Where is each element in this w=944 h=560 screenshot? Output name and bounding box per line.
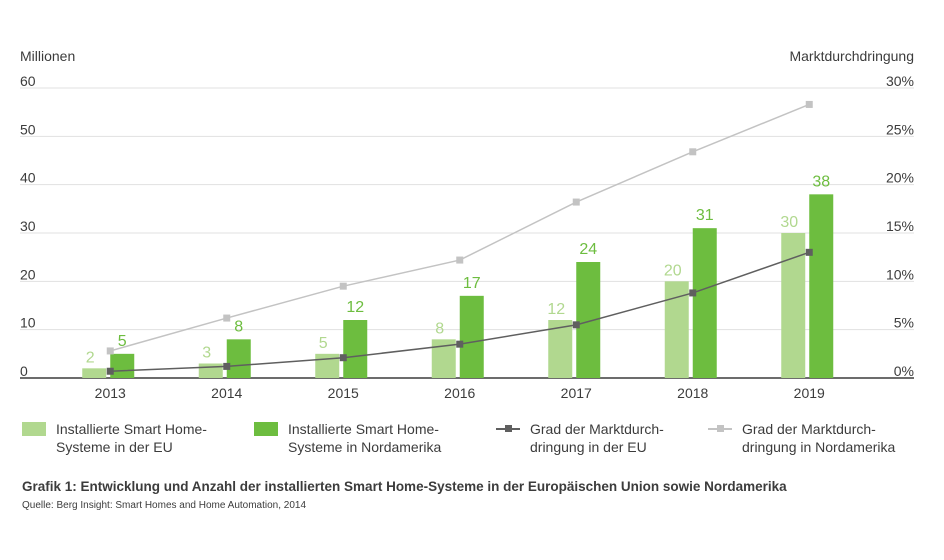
bar-na [226, 339, 251, 378]
point-eu-penetration [456, 340, 464, 348]
legend-label-na-systems: Installierte Smart Home- Systeme in Nord… [288, 421, 442, 455]
x-tick-label: 2016 [444, 385, 475, 401]
y-tick-label-right: 20% [886, 170, 914, 186]
bar-na [692, 228, 717, 378]
legend-item-na-penetration: Grad der Marktdurch- dringung in Nordame… [708, 420, 895, 456]
y-tick-label-left: 40 [20, 170, 36, 186]
data-label-na: 31 [696, 207, 714, 224]
x-tick-label: 2013 [95, 385, 126, 401]
data-label-eu: 8 [435, 320, 444, 337]
data-label-na: 24 [579, 241, 597, 258]
bar-eu [198, 363, 223, 378]
bar-eu [664, 281, 689, 378]
y-tick-label-left: 10 [20, 315, 36, 331]
bar-eu [548, 320, 573, 378]
point-na-penetration [805, 100, 813, 108]
point-eu-penetration [106, 367, 114, 375]
legend-label-eu-penetration: Grad der Marktdurch- dringung in der EU [530, 421, 664, 455]
data-label-na: 5 [118, 333, 127, 350]
legend-marker-na-penetration [708, 422, 732, 436]
labels: 0 0% 10 5% 20 10% 30 15% 40 20% 50 25% 60 30% 2013 2 5 20… [20, 73, 914, 401]
bar-na [110, 353, 135, 378]
y-tick-label-right: 25% [886, 121, 914, 137]
legend-item-eu-penetration: Grad der Marktdurch- dringung in der EU [496, 420, 664, 456]
point-na-penetration [339, 282, 347, 290]
legend: Installierte Smart Home- Systeme in der … [22, 420, 922, 460]
legend-swatch-eu-systems [22, 422, 46, 436]
bars [82, 194, 834, 378]
x-tick-label: 2018 [677, 385, 708, 401]
y-tick-label-left: 30 [20, 218, 36, 234]
data-label-eu: 2 [86, 349, 95, 366]
y-tick-label-left: 50 [20, 121, 36, 137]
bar-na [809, 194, 834, 378]
bar-na [459, 295, 484, 378]
x-tick-label: 2014 [211, 385, 242, 401]
x-tick-label: 2015 [328, 385, 359, 401]
point-eu-penetration [689, 289, 697, 297]
point-na-penetration [689, 148, 697, 156]
lines [106, 100, 813, 375]
data-label-eu: 5 [319, 335, 328, 352]
y-tick-label-left: 0 [20, 363, 28, 379]
bar-eu [82, 368, 107, 378]
y-tick-label-right: 5% [894, 315, 914, 331]
chart-source: Quelle: Berg Insight: Smart Homes and Ho… [22, 500, 307, 511]
y-axis-label-right: Marktdurchdringung [789, 48, 914, 64]
legend-label-na-penetration: Grad der Marktdurch- dringung in Nordame… [742, 421, 896, 455]
bar-na [343, 320, 368, 378]
point-na-penetration [572, 198, 580, 206]
y-axis-label-left: Millionen [20, 48, 75, 64]
grid-lines [20, 87, 914, 379]
bar-eu [315, 353, 340, 378]
data-label-eu: 20 [664, 262, 682, 279]
data-label-eu: 30 [780, 214, 798, 231]
x-tick-label: 2017 [561, 385, 592, 401]
legend-label-eu-systems: Installierte Smart Home- Systeme in der … [56, 421, 207, 455]
legend-marker-eu-penetration [496, 422, 520, 436]
data-label-na: 12 [346, 299, 364, 316]
y-tick-label-right: 10% [886, 266, 914, 282]
y-tick-label-left: 60 [20, 73, 36, 89]
legend-item-eu-systems: Installierte Smart Home- Systeme in der … [22, 420, 207, 456]
point-na-penetration [456, 256, 464, 264]
point-na-penetration [223, 314, 231, 322]
point-eu-penetration [572, 321, 580, 329]
chart: 0 0% 10 5% 20 10% 30 15% 40 20% 50 25% 60 30% 2013 2 5 20… [20, 48, 914, 401]
data-label-eu: 3 [202, 345, 211, 362]
y-tick-label-right: 15% [886, 218, 914, 234]
chart-caption: Grafik 1: Entwicklung und Anzahl der ins… [22, 479, 787, 494]
data-label-na: 38 [812, 173, 830, 190]
data-label-na: 17 [463, 275, 481, 292]
legend-swatch-na-systems [254, 422, 278, 436]
point-na-penetration [106, 347, 114, 355]
legend-item-na-systems: Installierte Smart Home- Systeme in Nord… [254, 420, 441, 456]
data-label-eu: 12 [547, 301, 565, 318]
point-eu-penetration [805, 248, 813, 256]
y-tick-label-right: 0% [894, 363, 914, 379]
y-tick-label-left: 20 [20, 266, 36, 282]
y-tick-label-right: 30% [886, 73, 914, 89]
x-tick-label: 2019 [794, 385, 825, 401]
point-eu-penetration [223, 362, 231, 370]
point-eu-penetration [339, 354, 347, 362]
data-label-na: 8 [234, 318, 243, 335]
